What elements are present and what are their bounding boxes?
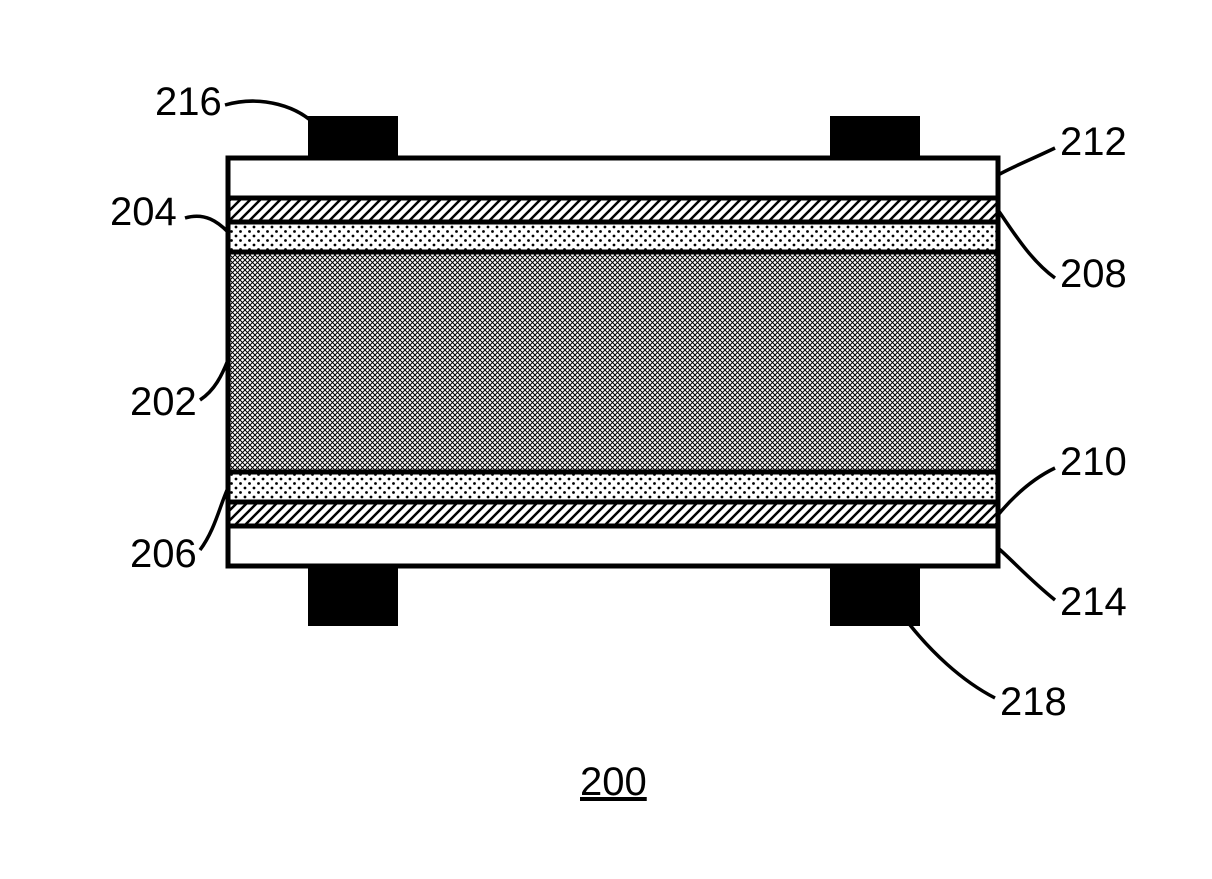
callout-202: 202 [130, 380, 197, 425]
callout-210: 210 [1060, 440, 1127, 485]
figure-number: 200 [580, 760, 647, 805]
lead-212 [998, 148, 1055, 175]
lead-216 [225, 101, 320, 130]
lead-206 [200, 488, 228, 550]
contact-bottom-right-218 [830, 566, 920, 626]
layer-diagram [0, 0, 1212, 879]
lead-210 [998, 468, 1055, 515]
hatch-layer-210 [228, 502, 998, 526]
lead-204 [185, 216, 228, 232]
lead-208 [998, 210, 1055, 278]
callout-214: 214 [1060, 580, 1127, 625]
figure-container: 216 204 202 206 212 208 210 214 218 200 [0, 0, 1212, 879]
lead-218 [910, 625, 995, 698]
top-cover-212 [228, 158, 998, 198]
callout-206: 206 [130, 532, 197, 577]
dotted-layer-206 [228, 472, 998, 502]
callout-204: 204 [110, 190, 177, 235]
lead-214 [998, 548, 1055, 600]
contact-bottom-left [308, 566, 398, 626]
contact-top-left-216 [308, 116, 398, 158]
core-layer-202 [228, 252, 998, 472]
callout-208: 208 [1060, 252, 1127, 297]
dotted-layer-204 [228, 222, 998, 252]
lead-202 [200, 360, 228, 400]
callout-218: 218 [1000, 680, 1067, 725]
callout-212: 212 [1060, 120, 1127, 165]
bottom-cover-214 [228, 526, 998, 566]
hatch-layer-208 [228, 198, 998, 222]
contact-top-right [830, 116, 920, 158]
callout-216: 216 [155, 80, 222, 125]
